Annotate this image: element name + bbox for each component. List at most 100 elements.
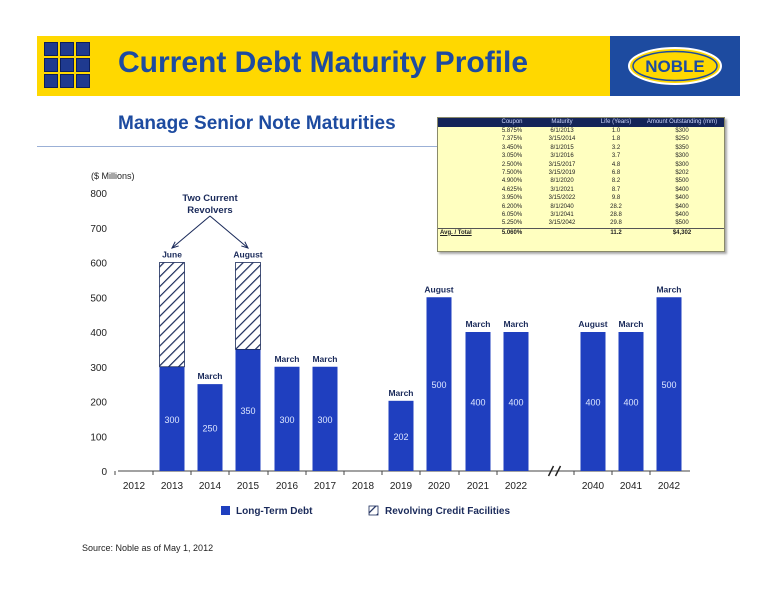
bar-value-label: 250 [202, 424, 217, 434]
table-column-header: Maturity [551, 119, 573, 125]
table-row: 7.375% 3/15/2014 1.8 $250 [438, 135, 724, 143]
table-cell: 3/15/2014 [548, 136, 576, 143]
bar-value-label: 400 [585, 398, 600, 408]
y-axis-label: ($ Millions) [91, 171, 135, 181]
maturity-month-label: August [233, 250, 262, 260]
table-cell: $400 [675, 203, 689, 210]
debt-maturity-chart: ($ Millions) 0 100 200 300 400 500 600 700 800 20… [90, 171, 690, 517]
x-tick-label: 2014 [199, 481, 222, 492]
table-cell: $202 [675, 169, 689, 176]
table-cell: 3/15/2022 [548, 195, 576, 202]
annotation-arrowhead [241, 241, 249, 249]
y-tick-label: 600 [90, 259, 107, 270]
maturity-table-body: 5.875% 6/1/2013 1.0 $300 7.375% 3/15/2014 1.8 $… [438, 127, 724, 237]
maturity-table-header: Coupon Maturity Life (Years) Amount Outstan… [438, 118, 724, 127]
annotation-arrow [209, 215, 249, 249]
maturity-month-label: March [465, 319, 490, 329]
table-cell: $300 [675, 153, 689, 160]
maturity-month-label: March [618, 319, 643, 329]
table-cell: 1.0 [611, 128, 621, 134]
table-cell: 6.8 [611, 169, 621, 176]
table-row: 3.050% 3/1/2016 3.7 $300 [438, 152, 724, 160]
table-cell: $400 [675, 195, 689, 202]
table-cell: $300 [675, 128, 689, 134]
bar-value-label: 400 [623, 398, 638, 408]
y-tick-label: 200 [90, 398, 107, 409]
table-row: 4.900% 8/1/2020 8.2 $500 [438, 177, 724, 185]
table-cell: 4.8 [611, 161, 621, 168]
table-cell: 5.875% [501, 128, 523, 134]
table-cell: 3/15/2019 [548, 169, 576, 176]
table-row: 2.500% 3/15/2017 4.8 $300 [438, 161, 724, 169]
page-subtitle: Manage Senior Note Maturities [118, 113, 396, 134]
annotation-arrow [171, 215, 211, 249]
y-tick-label: 500 [90, 293, 107, 304]
legend-swatch-long-term-debt [221, 506, 230, 515]
x-tick-label: 2021 [467, 481, 490, 492]
bar-revolving-credit [159, 262, 185, 368]
logo-text: NOBLE [645, 57, 705, 76]
table-cell: 6.050% [501, 211, 523, 218]
maturity-month-label: March [312, 354, 337, 364]
table-cell: 6.200% [501, 203, 523, 210]
bar-long-term-debt [197, 384, 223, 471]
table-cell: 2.500% [501, 161, 523, 168]
table-cell: $500 [675, 220, 689, 227]
table-cell: 28.8 [610, 211, 622, 218]
table-row: 6.050% 3/1/2041 28.8 $400 [438, 211, 724, 219]
bar-long-term-debt [235, 349, 261, 471]
source-note: Source: Noble as of May 1, 2012 [82, 543, 214, 553]
table-row: 7.500% 3/15/2019 6.8 $202 [438, 169, 724, 177]
table-cell: 8/1/2040 [550, 203, 574, 210]
table-cell: 8.2 [611, 178, 621, 185]
table-cell: 3.7 [611, 153, 621, 160]
bar-value-label: 202 [393, 432, 408, 442]
bar-revolving-credit [235, 262, 261, 350]
x-tick-label: 2015 [237, 481, 260, 492]
table-cell: 3.950% [501, 195, 523, 202]
table-cell: 7.375% [501, 136, 523, 143]
noble-logo: NOBLE [610, 36, 740, 96]
bar-value-label: 500 [661, 380, 676, 390]
table-total-cell: Avg. / Total [440, 229, 472, 236]
table-cell: 6/1/2013 [550, 128, 574, 134]
bar-value-label: 350 [240, 406, 255, 416]
grid-logo-icon [44, 42, 90, 88]
bar-long-term-debt [159, 366, 185, 471]
table-cell: 8/1/2015 [550, 144, 574, 151]
table-cell: 28.2 [610, 203, 622, 210]
table-cell: 4.900% [501, 178, 523, 185]
table-cell: $300 [675, 161, 689, 168]
legend-label: Revolving Credit Facilities [385, 506, 510, 517]
table-cell: 29.8 [610, 220, 622, 227]
table-cell: 7.500% [501, 169, 523, 176]
maturity-month-label: March [388, 388, 413, 398]
table-cell: $250 [675, 136, 689, 143]
x-tick-label: 2041 [620, 481, 643, 492]
maturity-month-label: March [197, 371, 222, 381]
annotation-arrowhead [171, 241, 179, 249]
table-total-cell: 11.2 [610, 229, 622, 236]
table-row: 6.200% 8/1/2040 28.2 $400 [438, 203, 724, 211]
bar-long-term-debt [656, 297, 682, 471]
bar-value-label: 400 [470, 398, 485, 408]
x-tick-label: 2012 [123, 481, 146, 492]
table-cell: 9.8 [611, 195, 621, 202]
table-cell: 3.450% [501, 144, 523, 151]
divider [37, 146, 437, 147]
table-cell: 8.7 [611, 186, 621, 193]
maturity-month-label: August [424, 284, 453, 294]
y-tick-label: 400 [90, 328, 107, 339]
table-cell: $400 [675, 186, 689, 193]
axis-break-mark [547, 465, 555, 477]
table-cell: 3/1/2016 [550, 153, 574, 160]
bar-long-term-debt [388, 400, 414, 471]
table-row: 3.450% 8/1/2015 3.2 $350 [438, 144, 724, 152]
bar-value-label: 300 [317, 415, 332, 425]
table-column-header: Amount Outstanding (mm) [646, 119, 718, 125]
y-tick-label: 800 [90, 189, 107, 200]
x-tick-label: 2018 [352, 481, 375, 492]
maturity-month-label: June [162, 250, 182, 260]
table-cell: $500 [675, 178, 689, 185]
x-tick-label: 2019 [390, 481, 413, 492]
